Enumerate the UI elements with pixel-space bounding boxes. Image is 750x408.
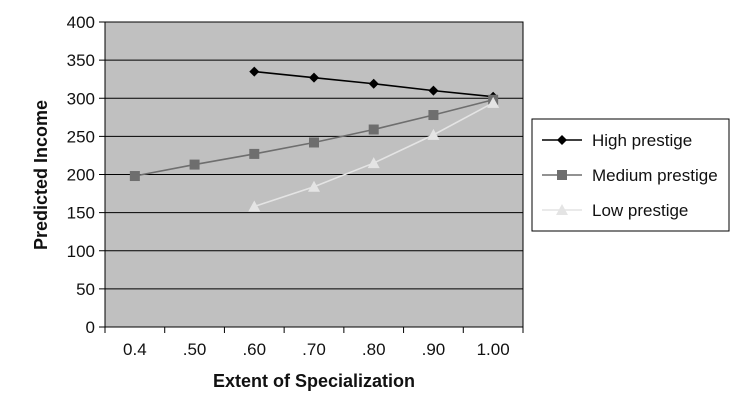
- data-point: [248, 200, 261, 212]
- legend-label: High prestige: [592, 131, 692, 150]
- x-tick-label: .80: [362, 340, 386, 359]
- y-tick-label: 300: [67, 89, 95, 108]
- data-point: [249, 148, 260, 159]
- y-tick-label: 0: [86, 318, 95, 337]
- x-axis: 0.4 .50 .60 .70 .80 .90 1.00: [104, 327, 524, 359]
- legend-marker: [557, 170, 567, 180]
- y-tick-label: 400: [67, 13, 95, 32]
- data-point: [308, 180, 320, 192]
- y-tick-label: 250: [67, 127, 95, 146]
- data-point: [428, 85, 439, 96]
- legend-marker: [556, 204, 568, 215]
- data-point: [367, 157, 380, 169]
- legend-label: Medium prestige: [592, 166, 718, 185]
- legend-label: Low prestige: [592, 201, 688, 220]
- y-tick-label: 150: [67, 204, 95, 223]
- y-axis: 0 50 100 150 200 250 300 350 400: [67, 13, 105, 337]
- data-point: [189, 159, 200, 170]
- x-tick-label: .60: [242, 340, 266, 359]
- data-point: [427, 128, 440, 140]
- data-point: [129, 171, 140, 182]
- y-tick-label: 350: [67, 51, 95, 70]
- data-point: [249, 66, 260, 77]
- series-layer: [129, 66, 500, 212]
- data-point: [487, 96, 500, 108]
- data-point: [368, 78, 379, 89]
- y-tick-label: 50: [76, 280, 95, 299]
- x-tick-label: 0.4: [123, 340, 147, 359]
- data-point: [309, 137, 319, 148]
- y-tick-label: 100: [67, 242, 95, 261]
- x-tick-label: .90: [422, 340, 446, 359]
- data-point: [309, 72, 319, 83]
- legend: High prestige Medium prestige Low prestige: [531, 118, 730, 232]
- data-point: [428, 110, 439, 121]
- x-tick-label: .50: [183, 340, 207, 359]
- legend-marker: [557, 135, 567, 145]
- y-axis-title: Predicted Income: [31, 100, 51, 250]
- x-axis-title: Extent of Specialization: [213, 371, 415, 391]
- x-tick-label: 1.00: [477, 340, 510, 359]
- x-tick-label: .70: [302, 340, 326, 359]
- grid: [105, 21, 523, 328]
- data-point: [368, 124, 379, 135]
- y-tick-label: 200: [67, 166, 95, 185]
